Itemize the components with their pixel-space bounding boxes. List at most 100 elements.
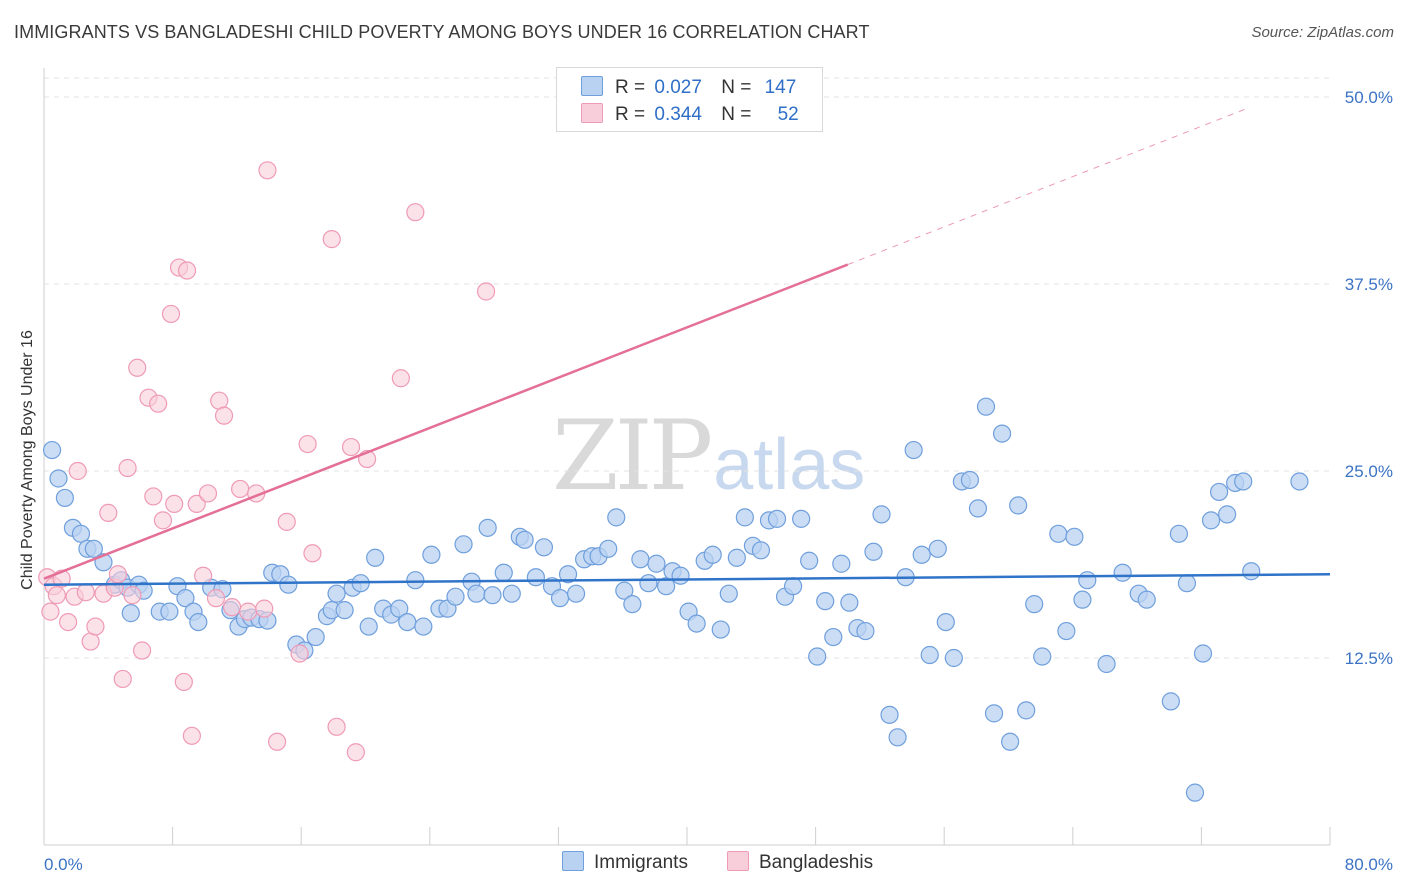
bangladeshis-point <box>123 586 142 605</box>
bangladeshis-point <box>182 726 201 745</box>
immigrants-point <box>446 587 465 606</box>
bottom-legend-immigrants: Immigrants <box>562 851 688 874</box>
immigrants-point <box>558 565 578 584</box>
bangladeshis-point <box>68 461 87 481</box>
immigrants-point <box>1033 647 1052 666</box>
immigrants-point <box>719 584 738 603</box>
immigrants-point <box>406 571 425 590</box>
bangladeshis-point <box>239 602 258 621</box>
legend-r-label: R = <box>615 77 646 98</box>
immigrants-point <box>1137 590 1156 609</box>
immigrants-point <box>832 554 851 573</box>
immigrants-point <box>515 530 534 549</box>
immigrants-swatch-icon <box>581 76 603 96</box>
immigrants-point <box>631 550 650 569</box>
immigrants-point <box>422 545 441 564</box>
immigrants-point <box>49 469 68 488</box>
bangladeshis-point <box>118 458 137 478</box>
immigrants-point <box>607 508 626 527</box>
bangladeshis-point <box>41 602 60 621</box>
immigrants-point <box>1073 590 1092 609</box>
immigrants-point <box>1185 783 1205 802</box>
immigrants-point <box>483 586 502 605</box>
immigrants-point <box>279 575 298 594</box>
immigrants-point <box>526 568 545 587</box>
bangladeshis-point <box>406 203 425 222</box>
immigrants-point <box>1218 505 1237 524</box>
immigrants-point <box>335 601 354 620</box>
immigrants-point <box>1242 562 1261 581</box>
bangladeshis-point <box>108 565 128 584</box>
bangladeshis-point <box>174 672 193 692</box>
bangladeshis-point <box>198 484 218 503</box>
bangladeshis-point <box>86 617 105 636</box>
bangladeshis-point <box>132 641 152 660</box>
bangladeshis-point <box>59 612 78 632</box>
immigrants-point <box>1065 527 1084 546</box>
immigrants-point <box>783 577 803 596</box>
immigrants-point <box>71 524 91 543</box>
immigrants-point <box>840 593 859 612</box>
immigrants-point <box>398 612 417 632</box>
immigrants-point <box>960 470 980 490</box>
immigrants-point <box>42 440 62 460</box>
immigrants-point <box>727 548 746 567</box>
immigrants-point <box>1049 524 1068 543</box>
immigrants-point <box>1290 472 1309 491</box>
bottom-legend-bangladeshis: Bangladeshis <box>727 851 873 874</box>
immigrants-point <box>1057 621 1076 641</box>
bangladeshis-point <box>99 503 118 522</box>
immigrants-point <box>414 617 433 636</box>
immigrants-point <box>550 589 570 608</box>
immigrants-point <box>623 595 642 614</box>
bangladeshis-point <box>290 644 309 663</box>
bangladeshis-point <box>322 230 341 249</box>
immigrants-point <box>478 518 497 537</box>
immigrants-point <box>1017 701 1036 720</box>
immigrants-point <box>928 539 947 558</box>
x-tick-label: 80.0% <box>1345 855 1393 874</box>
bangladeshis-point <box>222 598 242 617</box>
bangladeshis-point <box>391 369 410 388</box>
legend-row-immigrants: R = 0.027 N = 147 <box>581 76 796 100</box>
chart-title: IMMIGRANTS VS BANGLADESHI CHILD POVERTY … <box>14 22 870 42</box>
bangladeshis-trend-extension <box>847 107 1250 266</box>
y-tick-label: 50.0% <box>1345 88 1393 107</box>
immigrants-point <box>1201 511 1221 530</box>
immigrants-point <box>1025 595 1044 614</box>
immigrants-point <box>792 509 811 528</box>
immigrants-point <box>912 545 931 564</box>
bangladeshis-point <box>341 437 361 457</box>
immigrants-point <box>808 647 827 666</box>
immigrants-point <box>800 551 819 570</box>
bangladeshis-point <box>128 358 147 377</box>
immigrants-point <box>703 545 722 564</box>
immigrants-point <box>1177 574 1197 593</box>
bangladeshis-point <box>177 261 197 280</box>
immigrants-point <box>639 574 658 593</box>
immigrants-swatch-icon <box>562 851 584 871</box>
immigrants-point <box>864 542 883 561</box>
legend-row-bangladeshis: R = 0.344 N = 52 <box>581 103 799 127</box>
bangladeshis-swatch-icon <box>727 851 749 871</box>
bangladeshis-point <box>153 511 173 530</box>
immigrants-point <box>1001 732 1020 751</box>
immigrants-point <box>647 554 666 573</box>
immigrants-trend-line <box>43 572 1331 586</box>
immigrants-point <box>534 538 554 557</box>
bangladeshis-point <box>327 717 346 736</box>
legend: R = 0.027 N = 147 R = 0.344 N = 52 <box>556 67 823 132</box>
bangladeshis-point <box>165 494 184 514</box>
immigrants-point <box>880 705 899 724</box>
x-tick-label: 0.0% <box>44 855 83 874</box>
immigrants-point <box>657 577 676 596</box>
bangladeshis-point <box>476 282 496 301</box>
bangladeshis-point <box>214 406 234 425</box>
immigrants-point <box>824 627 843 647</box>
immigrants-point <box>735 508 754 527</box>
immigrants-point <box>189 612 208 632</box>
immigrants-point <box>566 584 586 603</box>
immigrants-point <box>55 488 74 508</box>
immigrants-point <box>920 645 939 665</box>
immigrants-point <box>1097 654 1116 674</box>
